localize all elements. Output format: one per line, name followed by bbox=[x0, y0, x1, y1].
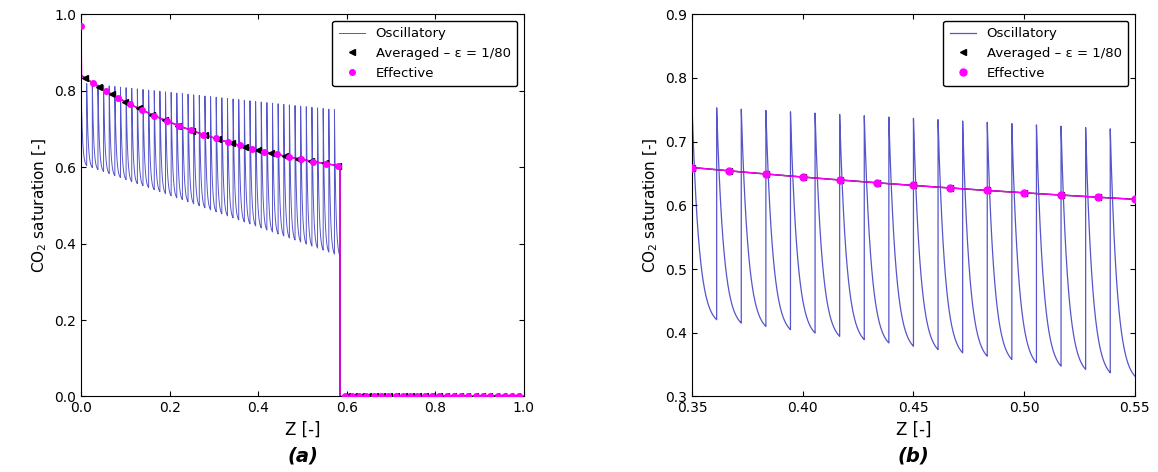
Line: Oscillatory: Oscillatory bbox=[692, 107, 1135, 376]
Averaged – ε = 1/80 bbox=[758, 171, 772, 177]
Oscillatory bbox=[1128, 373, 1142, 379]
Averaged – ε = 1/80 bbox=[237, 144, 251, 150]
Effective bbox=[833, 177, 846, 183]
Text: (a): (a) bbox=[287, 447, 318, 465]
Averaged – ε = 1/80 bbox=[159, 118, 173, 123]
Averaged – ε = 1/80 bbox=[251, 147, 265, 153]
Averaged – ε = 1/80 bbox=[198, 132, 212, 138]
Averaged – ε = 1/80 bbox=[331, 163, 345, 169]
Effective bbox=[307, 159, 321, 164]
Averaged – ε = 1/80 bbox=[145, 112, 159, 118]
Effective bbox=[796, 174, 809, 180]
Effective bbox=[758, 171, 772, 177]
Line: Effective: Effective bbox=[689, 164, 1138, 203]
Averaged – ε = 1/80 bbox=[870, 180, 884, 185]
Line: Averaged – ε = 1/80: Averaged – ε = 1/80 bbox=[82, 76, 340, 169]
Effective bbox=[283, 154, 296, 160]
Line: Oscillatory: Oscillatory bbox=[81, 83, 523, 396]
Effective bbox=[208, 135, 222, 141]
Effective bbox=[98, 88, 112, 93]
Averaged – ε = 1/80 bbox=[796, 174, 809, 180]
Effective bbox=[160, 118, 174, 124]
Effective bbox=[318, 161, 332, 167]
Averaged – ε = 1/80 bbox=[132, 106, 146, 111]
Effective bbox=[123, 101, 137, 107]
Line: Averaged – ε = 1/80: Averaged – ε = 1/80 bbox=[689, 164, 1138, 203]
Legend: Oscillatory, Averaged – ε = 1/80, Effective: Oscillatory, Averaged – ε = 1/80, Effect… bbox=[332, 21, 518, 86]
Effective bbox=[74, 23, 88, 28]
Averaged – ε = 1/80 bbox=[118, 99, 132, 104]
Averaged – ε = 1/80 bbox=[317, 160, 331, 166]
Effective bbox=[1017, 190, 1031, 196]
Effective bbox=[270, 152, 284, 157]
Averaged – ε = 1/80 bbox=[185, 128, 199, 134]
Oscillatory bbox=[1036, 273, 1050, 278]
Oscillatory bbox=[111, 165, 125, 171]
Effective bbox=[723, 168, 736, 174]
Averaged – ε = 1/80 bbox=[1091, 194, 1105, 200]
Line: Effective: Effective bbox=[79, 23, 340, 169]
Averaged – ε = 1/80 bbox=[723, 168, 736, 174]
Effective bbox=[135, 107, 149, 113]
Oscillatory bbox=[1076, 362, 1090, 368]
Averaged – ε = 1/80 bbox=[1017, 190, 1031, 196]
Effective bbox=[981, 188, 995, 194]
Effective bbox=[944, 185, 958, 191]
Oscillatory bbox=[516, 394, 530, 399]
Averaged – ε = 1/80 bbox=[105, 92, 119, 97]
X-axis label: Z [-]: Z [-] bbox=[285, 421, 321, 439]
Oscillatory bbox=[833, 122, 846, 127]
Effective bbox=[245, 146, 259, 152]
Y-axis label: CO$_2$ saturation [-]: CO$_2$ saturation [-] bbox=[642, 137, 660, 273]
Averaged – ε = 1/80 bbox=[944, 185, 958, 191]
Effective bbox=[221, 139, 235, 145]
Oscillatory bbox=[334, 394, 347, 399]
Averaged – ε = 1/80 bbox=[91, 84, 105, 90]
Averaged – ε = 1/80 bbox=[291, 156, 305, 161]
Effective bbox=[1091, 194, 1105, 200]
Effective bbox=[1128, 196, 1142, 202]
Oscillatory bbox=[74, 80, 88, 86]
Averaged – ε = 1/80 bbox=[981, 188, 995, 194]
Oscillatory bbox=[240, 193, 254, 199]
Oscillatory bbox=[686, 104, 699, 110]
Oscillatory bbox=[193, 131, 207, 136]
Averaged – ε = 1/80 bbox=[264, 151, 278, 156]
Averaged – ε = 1/80 bbox=[1054, 192, 1068, 198]
Legend: Oscillatory, Averaged – ε = 1/80, Effective: Oscillatory, Averaged – ε = 1/80, Effect… bbox=[943, 21, 1128, 86]
Averaged – ε = 1/80 bbox=[278, 153, 292, 159]
Averaged – ε = 1/80 bbox=[212, 136, 226, 142]
Averaged – ε = 1/80 bbox=[305, 159, 318, 164]
Effective bbox=[171, 123, 185, 128]
Averaged – ε = 1/80 bbox=[907, 183, 921, 188]
Oscillatory bbox=[784, 109, 798, 115]
Oscillatory bbox=[301, 207, 315, 212]
Oscillatory bbox=[979, 351, 992, 357]
Averaged – ε = 1/80 bbox=[1128, 196, 1142, 202]
Effective bbox=[197, 132, 211, 137]
Oscillatory bbox=[81, 123, 95, 128]
Averaged – ε = 1/80 bbox=[171, 123, 185, 128]
Effective bbox=[907, 183, 921, 188]
Effective bbox=[294, 157, 308, 162]
Averaged – ε = 1/80 bbox=[79, 76, 93, 81]
Effective bbox=[147, 113, 161, 118]
Averaged – ε = 1/80 bbox=[686, 165, 699, 170]
Effective bbox=[184, 127, 198, 133]
Effective bbox=[686, 165, 699, 170]
Oscillatory bbox=[772, 303, 786, 309]
Y-axis label: CO$_2$ saturation [-]: CO$_2$ saturation [-] bbox=[30, 137, 49, 273]
Oscillatory bbox=[78, 155, 91, 160]
X-axis label: Z [-]: Z [-] bbox=[895, 421, 931, 439]
Effective bbox=[1054, 192, 1068, 198]
Effective bbox=[257, 149, 271, 154]
Effective bbox=[233, 143, 247, 148]
Averaged – ε = 1/80 bbox=[225, 140, 239, 146]
Averaged – ε = 1/80 bbox=[833, 177, 846, 183]
Text: (b): (b) bbox=[897, 447, 930, 465]
Effective bbox=[111, 95, 125, 101]
Effective bbox=[87, 80, 101, 86]
Effective bbox=[331, 163, 345, 169]
Effective bbox=[870, 180, 884, 185]
